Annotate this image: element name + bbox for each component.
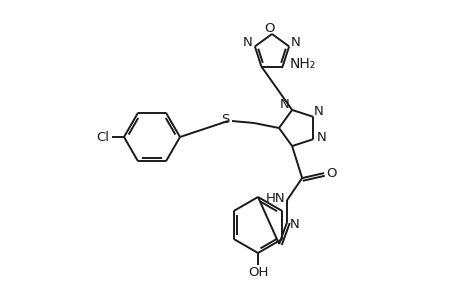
Text: N: N <box>291 36 300 49</box>
Text: HN: HN <box>265 192 284 205</box>
Text: NH₂: NH₂ <box>289 57 315 70</box>
Text: N: N <box>289 218 298 231</box>
Text: N: N <box>316 131 325 144</box>
Text: O: O <box>325 167 336 180</box>
Text: OH: OH <box>247 266 268 280</box>
Text: N: N <box>313 105 323 118</box>
Text: S: S <box>220 112 229 125</box>
Text: N: N <box>242 36 252 49</box>
Text: Cl: Cl <box>96 130 109 143</box>
Text: N: N <box>279 98 288 111</box>
Text: O: O <box>264 22 274 34</box>
